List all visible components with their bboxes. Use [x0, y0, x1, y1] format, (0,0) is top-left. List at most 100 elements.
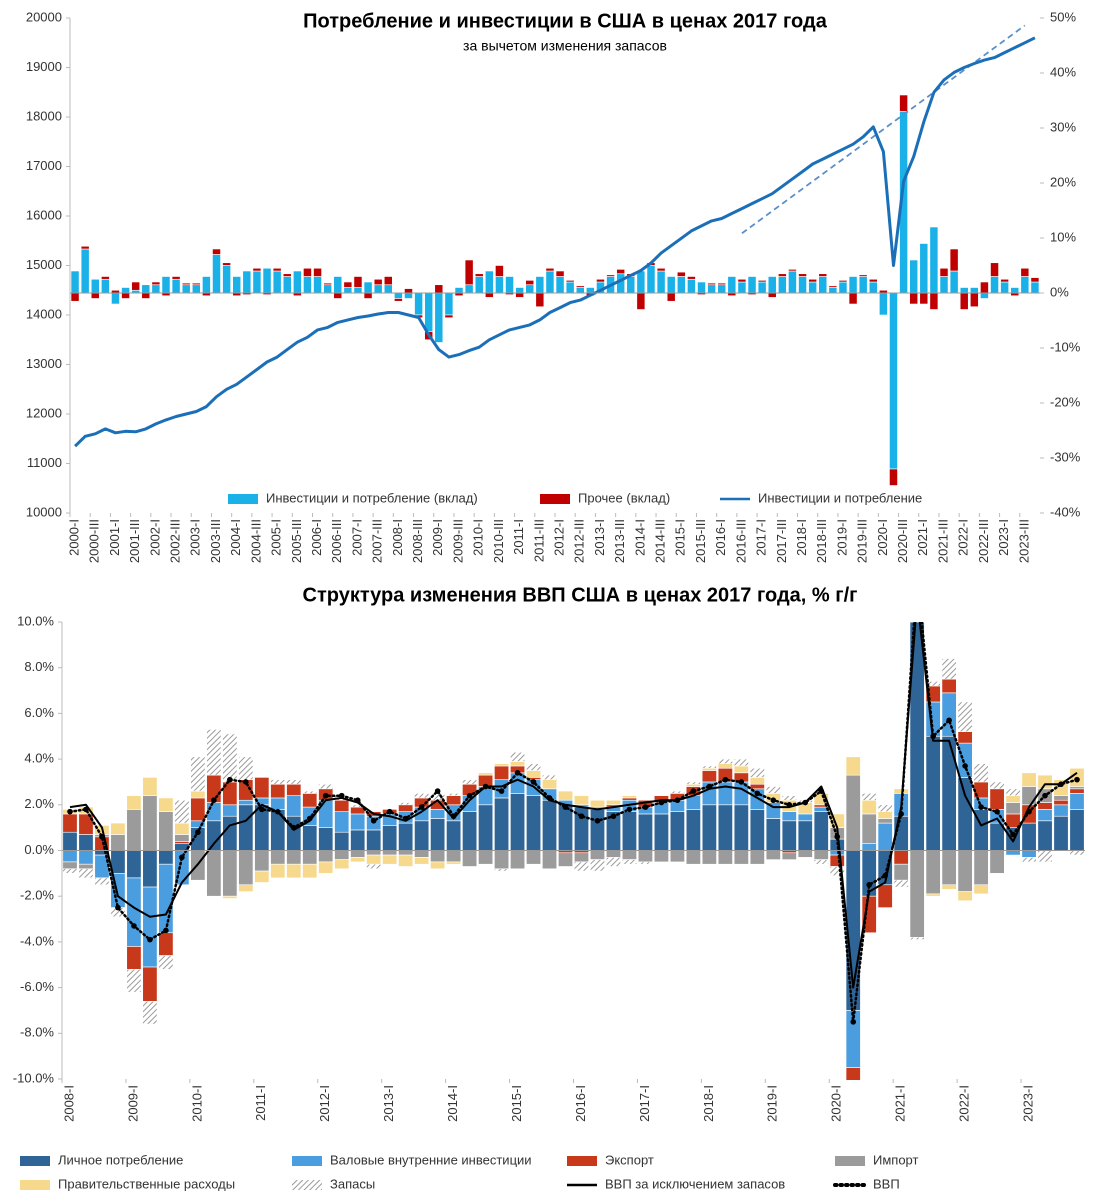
- bar: [589, 809, 605, 851]
- bar: [621, 850, 637, 860]
- bar: [1037, 850, 1053, 863]
- x-tick-label: 2022-I: [957, 1085, 972, 1122]
- bar: [861, 843, 877, 851]
- bar: [877, 818, 893, 824]
- bar: [701, 850, 717, 865]
- y-tick-label: 4.0%: [24, 751, 54, 766]
- x-tick-label: 2001-III: [127, 519, 142, 563]
- bar: [877, 811, 893, 819]
- bar: [270, 850, 286, 865]
- bar: [656, 267, 666, 272]
- bar: [1000, 278, 1009, 283]
- bar: [510, 751, 526, 762]
- bar: [733, 758, 749, 767]
- bar: [838, 280, 848, 283]
- bar: [596, 278, 605, 283]
- bar: [334, 859, 350, 870]
- bar: [788, 269, 797, 272]
- bar: [505, 276, 514, 294]
- bar: [318, 850, 334, 863]
- point: [1074, 776, 1080, 783]
- point: [994, 808, 1000, 815]
- bar: [1005, 850, 1021, 856]
- bar: [526, 763, 542, 771]
- bar: [767, 292, 777, 298]
- bar: [394, 298, 403, 302]
- bar: [605, 857, 621, 867]
- bar: [925, 850, 941, 895]
- legend-label: Личное потребление: [58, 1152, 183, 1167]
- bar: [350, 850, 366, 858]
- bar: [494, 763, 510, 767]
- bar: [126, 850, 142, 879]
- bar: [398, 804, 414, 812]
- bar: [90, 292, 100, 299]
- y-tick-label: 8.0%: [24, 659, 54, 674]
- bar: [573, 852, 589, 863]
- bar: [171, 278, 181, 294]
- bar: [494, 868, 510, 872]
- point: [738, 779, 745, 785]
- bar: [717, 850, 733, 865]
- point: [514, 770, 521, 776]
- bar: [78, 834, 94, 851]
- bar: [656, 270, 666, 294]
- bar: [158, 955, 174, 970]
- point: [466, 792, 473, 799]
- bar: [1021, 772, 1037, 787]
- x-tick-label: 2016-I: [573, 1085, 588, 1122]
- point: [227, 776, 233, 783]
- bar: [685, 781, 701, 785]
- bar: [798, 276, 807, 294]
- point: [722, 776, 729, 783]
- bar: [318, 827, 334, 851]
- point: [546, 795, 553, 801]
- bar: [424, 292, 434, 332]
- bar: [254, 850, 270, 872]
- x-tick-label: 2009-I: [125, 1085, 140, 1122]
- bar: [382, 825, 398, 851]
- bar: [707, 284, 716, 294]
- bar: [110, 850, 126, 874]
- x-tick-label: 2002-I: [147, 519, 162, 556]
- y2-tick-label: 20%: [1050, 174, 1076, 189]
- bar: [701, 765, 717, 769]
- y2-tick-label: -40%: [1050, 504, 1081, 519]
- x-tick-label: 2023-III: [1016, 519, 1031, 563]
- bar: [302, 825, 318, 851]
- bar: [526, 795, 542, 851]
- bar: [232, 276, 242, 294]
- line: [74, 36, 1036, 448]
- point: [1058, 781, 1064, 788]
- bar: [818, 276, 828, 294]
- bar: [404, 292, 413, 299]
- x-tick-label: 2014-I: [632, 519, 647, 556]
- y2-tick-label: -30%: [1050, 449, 1081, 464]
- bar: [474, 273, 484, 277]
- bar: [606, 274, 615, 277]
- bar: [877, 804, 893, 812]
- bar: [286, 850, 302, 865]
- bar: [1069, 850, 1085, 856]
- y2-tick-label: 50%: [1050, 9, 1076, 24]
- x-tick-label: 2004-III: [248, 519, 263, 563]
- bar: [1021, 857, 1037, 863]
- point: [338, 792, 345, 799]
- bar: [430, 809, 446, 819]
- point: [850, 1019, 857, 1025]
- bar: [151, 281, 161, 286]
- bar: [111, 292, 120, 305]
- point: [882, 872, 888, 879]
- bar: [334, 850, 350, 860]
- bar: [272, 267, 282, 272]
- bar: [765, 786, 781, 794]
- bar: [1030, 281, 1040, 294]
- bar: [366, 863, 382, 870]
- x-tick-label: 2022-III: [976, 519, 991, 563]
- bar: [1021, 822, 1037, 851]
- x-tick-label: 2011-I: [511, 519, 526, 555]
- bar: [366, 854, 382, 865]
- y-tick-label: 12000: [26, 405, 62, 420]
- bar: [434, 284, 444, 294]
- bar: [333, 276, 343, 294]
